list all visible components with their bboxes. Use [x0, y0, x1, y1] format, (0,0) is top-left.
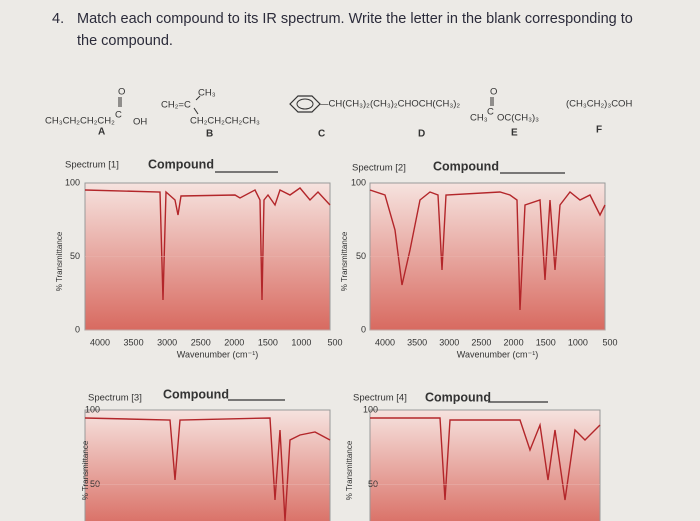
- question-text: Match each compound to its IR spectrum. …: [77, 11, 633, 49]
- spectrum-curve: [370, 417, 601, 501]
- y-tick-label: 50: [356, 251, 366, 261]
- x-axis-label: Wavenumber (cm⁻¹): [457, 349, 538, 359]
- x-tick-label: 1000: [568, 337, 588, 347]
- letter: D: [418, 129, 425, 140]
- y-tick-label: 50: [90, 479, 100, 489]
- letter: F: [596, 125, 602, 136]
- y-tick-label: 0: [75, 324, 80, 334]
- spectrum-curve: [369, 189, 606, 311]
- letter: A: [98, 127, 105, 138]
- letter: C: [318, 129, 325, 140]
- x-tick-label: 2500: [471, 337, 491, 347]
- compound-label: Compound: [148, 157, 214, 171]
- y-tick-label: 100: [351, 177, 366, 187]
- y-tick-label: 0: [361, 324, 366, 334]
- spectrum-label: Spectrum [3]: [88, 393, 142, 404]
- compound-c: —CH(CH₃)₂ C: [289, 95, 370, 140]
- x-tick-label: 2000: [504, 337, 524, 347]
- formula: CH₂=C: [161, 100, 191, 111]
- compound-f: (CH₃CH₂)₃COH F: [566, 99, 632, 136]
- oxygen: O: [118, 87, 125, 98]
- spectrum-label: Spectrum [4]: [353, 393, 407, 404]
- compound-b: CH₃ CH₂=C CH₂CH₂CH₂CH₃ B: [161, 88, 260, 140]
- letter: B: [206, 129, 213, 140]
- spectrum-curve: [84, 187, 331, 301]
- y-tick-label: 50: [368, 479, 378, 489]
- formula: C: [115, 110, 122, 121]
- x-tick-label: 3500: [124, 337, 144, 347]
- x-tick-label: 2000: [224, 337, 244, 347]
- formula: CH₃: [470, 113, 488, 124]
- formula: (CH₃CH₂)₃COH: [566, 99, 632, 110]
- y-tick-label: 50: [70, 251, 80, 261]
- formula: —CH(CH₃)₂: [319, 99, 370, 110]
- compound-label: Compound: [425, 390, 491, 404]
- x-tick-label: 3000: [439, 337, 459, 347]
- y-axis-label: % Transmittance: [55, 231, 64, 291]
- letter: E: [511, 128, 518, 139]
- formula: (CH₃)₂CHOCH(CH₃)₂: [370, 99, 460, 110]
- x-tick-label: 4000: [375, 337, 395, 347]
- oxygen: O: [490, 87, 497, 98]
- y-axis-label: % Transmittance: [345, 440, 354, 500]
- question-number: 4.: [52, 11, 65, 27]
- compound-e: O CH₃ C OC(CH₃)₃ E: [470, 87, 539, 139]
- compound-d: (CH₃)₂CHOCH(CH₃)₂ D: [370, 99, 460, 140]
- x-tick-label: 500: [602, 337, 617, 347]
- x-tick-label: 3500: [407, 337, 427, 347]
- spectrum-label: Spectrum [2]: [352, 163, 406, 174]
- formula: CH₃: [198, 88, 216, 99]
- spectrum-curve: [84, 417, 331, 521]
- y-axis-label: % Transmittance: [340, 231, 349, 291]
- y-axis-label: % Transmittance: [81, 440, 90, 500]
- y-tick-label: 100: [65, 177, 80, 187]
- spectrum-plot: [84, 409, 331, 521]
- formula: OC(CH₃)₃: [497, 113, 539, 124]
- spectrum-plot: [369, 409, 601, 521]
- compound-label: Compound: [433, 159, 499, 173]
- y-tick-label: 100: [85, 404, 100, 414]
- x-tick-label: 3000: [157, 337, 177, 347]
- compound-label: Compound: [163, 387, 229, 401]
- x-tick-label: 1500: [258, 337, 278, 347]
- x-tick-label: 500: [327, 337, 342, 347]
- x-tick-label: 4000: [90, 337, 110, 347]
- x-tick-label: 2500: [191, 337, 211, 347]
- x-axis-label: Wavenumber (cm⁻¹): [177, 349, 258, 359]
- formula: CH₂CH₂CH₂CH₃: [190, 116, 260, 127]
- formula: CH₃CH₂CH₂CH₂: [45, 116, 115, 127]
- spectrum-label: Spectrum [1]: [65, 160, 119, 171]
- formula: OH: [133, 117, 147, 128]
- x-tick-label: 1000: [291, 337, 311, 347]
- y-tick-label: 100: [363, 404, 378, 414]
- formula: C: [487, 107, 494, 118]
- compound-a: O CH₃CH₂CH₂CH₂ C OH A: [45, 87, 147, 138]
- x-tick-label: 1500: [536, 337, 556, 347]
